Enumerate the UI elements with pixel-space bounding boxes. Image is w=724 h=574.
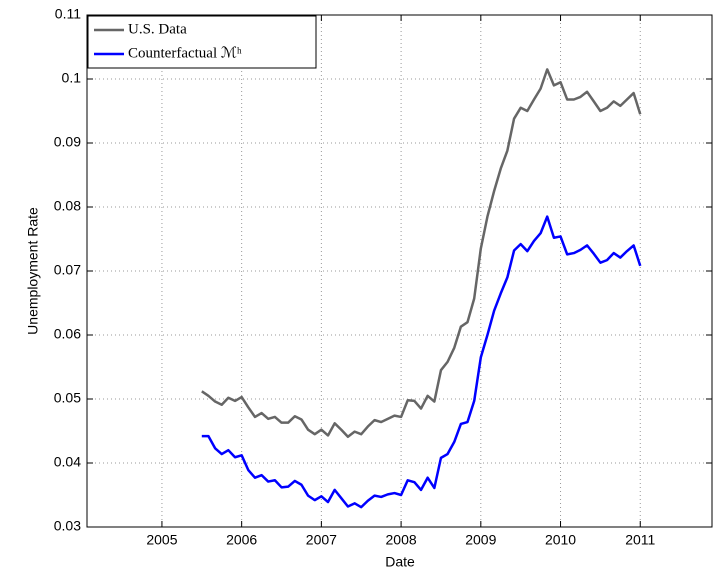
plot-frame bbox=[86, 14, 713, 528]
x-tick-label: 2010 bbox=[545, 532, 576, 548]
x-tick-label: 2005 bbox=[146, 532, 177, 548]
y-tick-label: 0.05 bbox=[54, 390, 81, 406]
line-series bbox=[201, 68, 642, 439]
x-tick-label: 2009 bbox=[465, 532, 496, 548]
y-tick-label: 0.07 bbox=[54, 262, 81, 278]
y-tick-label: 0.04 bbox=[54, 454, 81, 470]
x-tick-label: 2008 bbox=[386, 532, 417, 548]
x-tick-label: 2006 bbox=[226, 532, 257, 548]
x-tick-label: 2007 bbox=[306, 532, 337, 548]
legend-label: Counterfactual ℳʰ bbox=[128, 45, 242, 61]
y-tick-label: 0.1 bbox=[62, 70, 82, 86]
y-tick-label: 0.03 bbox=[54, 518, 81, 534]
line-series bbox=[201, 215, 642, 509]
x-axis-label: Date bbox=[385, 554, 415, 570]
x-tick-label: 2011 bbox=[625, 532, 655, 548]
y-tick-label: 0.06 bbox=[54, 326, 81, 342]
legend-box bbox=[87, 15, 317, 69]
y-tick-label: 0.11 bbox=[55, 6, 81, 22]
legend-label: U.S. Data bbox=[128, 21, 187, 37]
y-tick-label: 0.09 bbox=[54, 134, 81, 150]
y-tick-label: 0.08 bbox=[54, 198, 81, 214]
y-axis-label: Unemployment Rate bbox=[25, 207, 41, 335]
